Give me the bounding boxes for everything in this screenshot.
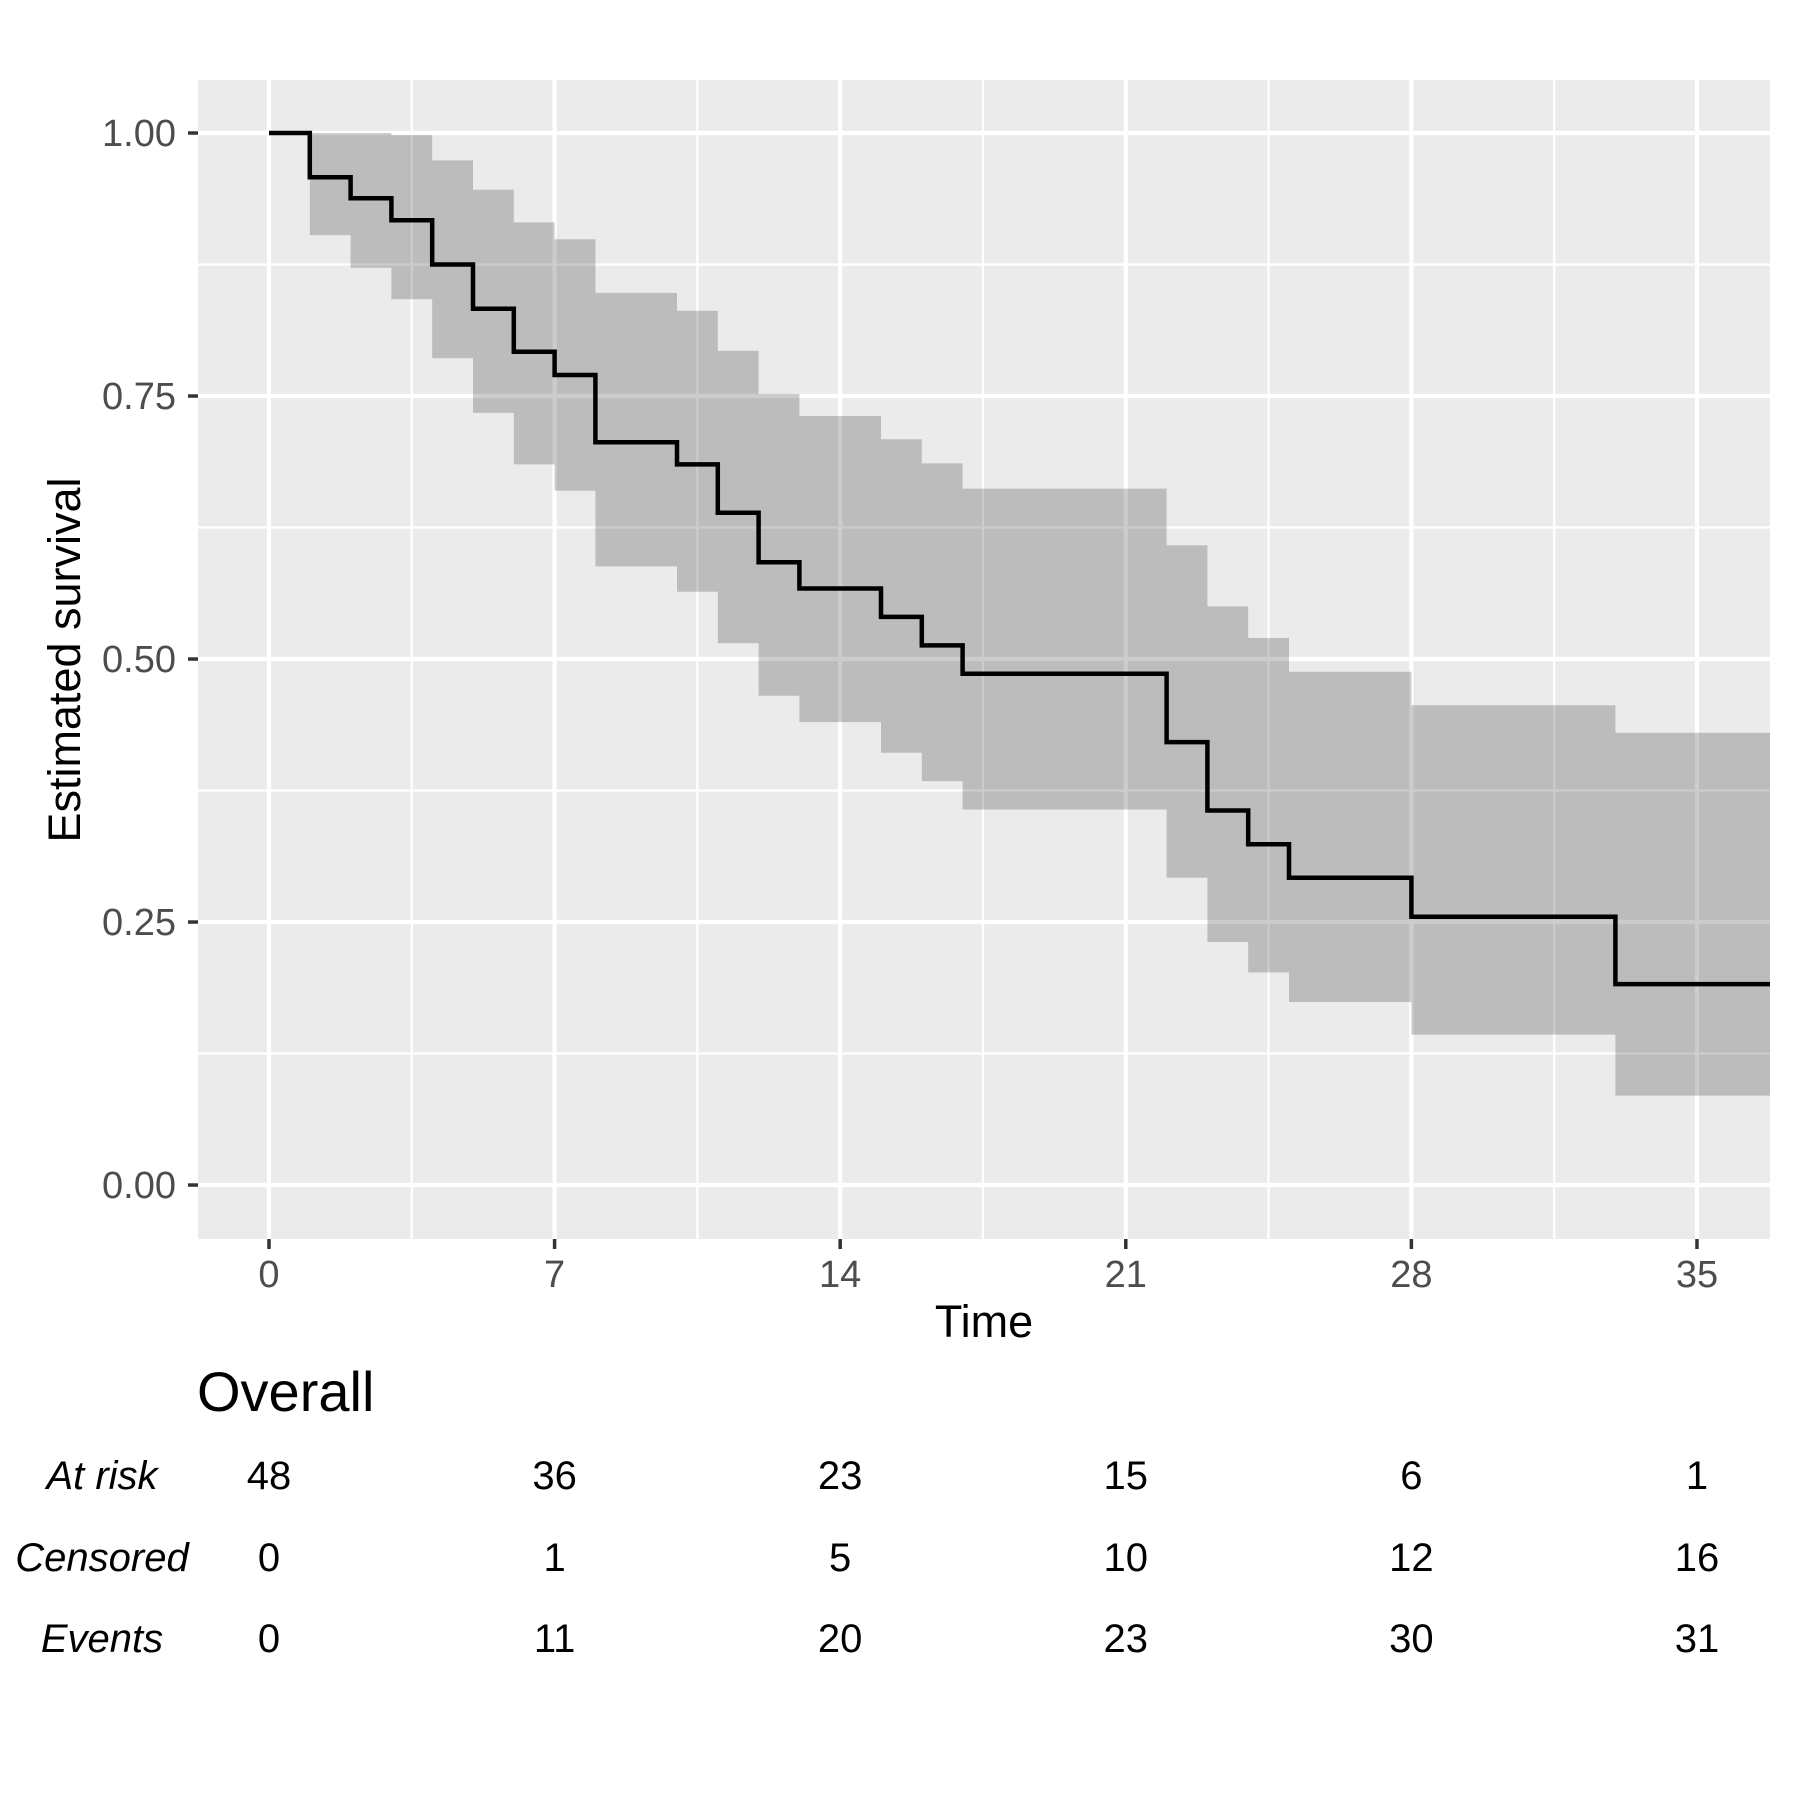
risk-table-value: 36 [532,1454,577,1498]
risk-table-value: 31 [1675,1617,1720,1661]
x-axis-tick-labels: 0 7 14 21 28 35 [258,1254,1718,1296]
risk-table-value: 20 [818,1617,863,1661]
risk-table-title: Overall [197,1360,374,1423]
risk-table-value: 48 [247,1454,292,1498]
survival-step-line [269,130,1770,987]
risk-table-row-label-at-risk: At risk [44,1454,159,1498]
survival-curve [269,130,1770,987]
risk-table-row-label-censored: Censored [15,1536,190,1580]
risk-table-value: 5 [829,1536,851,1580]
x-tick-label: 7 [544,1254,565,1296]
confidence-band-area [309,133,1770,1096]
risk-table-value: 23 [818,1454,863,1498]
y-tick-label: 0.25 [102,902,176,944]
risk-table-value: 10 [1104,1536,1149,1580]
x-tick-label: 35 [1676,1254,1718,1296]
risk-table-value: 30 [1389,1617,1434,1661]
x-tick-label: 14 [819,1254,861,1296]
risk-table-value: 15 [1104,1454,1149,1498]
grid-major [198,80,1770,1239]
y-tick-label: 0.50 [102,639,176,681]
y-axis-title: Estimated survival [39,477,90,842]
risk-table-value: 6 [1400,1454,1422,1498]
risk-table-value: 1 [543,1536,565,1580]
x-axis-title: Time [935,1296,1033,1347]
risk-table-value: 1 [1686,1454,1708,1498]
x-tick-label: 28 [1390,1254,1432,1296]
y-tick-label: 1.00 [102,113,176,155]
risk-table-value: 11 [534,1617,576,1661]
confidence-band [309,133,1770,1096]
risk-table-value: 0 [258,1536,280,1580]
y-axis-tick-labels: 0.00 0.25 0.50 0.75 1.00 [102,113,176,1207]
risk-table-value: 12 [1389,1536,1434,1580]
y-tick-label: 0.75 [102,376,176,418]
y-tick-label: 0.00 [102,1165,176,1207]
risk-table-value: 23 [1104,1617,1149,1661]
x-tick-label: 0 [258,1254,279,1296]
risk-table-value: 0 [258,1617,280,1661]
risk-table-row-label-events: Events [41,1617,163,1661]
x-tick-label: 21 [1105,1254,1147,1296]
risk-table-values: 48 36 23 15 6 10 1 5 10 12 160 11 20 23 30 31 [247,1454,1719,1661]
axis-tick-marks [188,131,1699,1249]
risk-table-value: 16 [1675,1536,1720,1580]
